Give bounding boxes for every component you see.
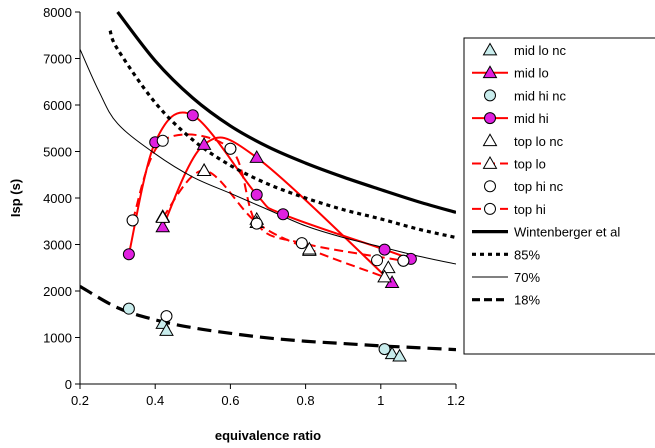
legend-label: 70% [514,270,540,285]
point-mid-hi [250,188,263,201]
point-top-hi [224,142,237,155]
point-top-hi [295,237,308,250]
y-tick-label: 3000 [43,238,72,253]
point-mid-hi [122,248,135,261]
series-line-wintenberger-et-al [116,11,456,214]
series-line-18 [80,284,456,352]
legend-entry-mid-lo: mid lo [472,65,549,81]
legend-label: mid hi nc [514,88,567,103]
legend-label: top lo nc [514,134,564,149]
legend-entry-mid-hi: mid hi [472,111,549,126]
point-mid-lo [249,150,265,163]
point-top-lo [377,269,392,283]
x-tick-label: 0.8 [297,393,315,408]
series-line-mid-lo [161,136,393,284]
point-top-hi [126,214,139,227]
legend-box [463,37,655,355]
legend-entry-18: 18% [472,293,540,308]
legend-entry-wintenberger-et-al: Wintenberger et al [472,225,620,240]
point-mid-lo [196,137,212,150]
x-tick-label: 0.6 [221,393,239,408]
series-line-top-lo [161,169,385,278]
legend-marker [482,155,498,169]
legend-label: 18% [514,293,540,308]
legend-entry-70: 70% [472,270,540,285]
series-line-70 [80,48,456,265]
legend-entry-top-hi: top hi [472,202,546,217]
point-top-lo [155,210,171,223]
point-mid-hi-nc [378,343,391,356]
ticks: 0.2 0.4 0.6 0.8 1 1.2 0 1000 2000 3000 4000 5000 600… [43,5,465,408]
y-tick-label: 4000 [43,191,72,206]
legend-label: mid hi [514,111,549,126]
x-tick-label: 1 [377,393,384,408]
legend-label: top hi nc [514,179,564,194]
legend-entry-top-lo: top lo [472,155,546,172]
legend-label: mid lo nc [514,43,567,58]
point-top-hi-nc [160,310,173,323]
point-top-hi [156,134,169,147]
point-mid-lo-nc [392,348,407,362]
y-tick-label: 1000 [43,331,72,346]
legend: mid lo nc mid lo mid hi nc mid hi top lo nc t… [463,37,655,355]
legend-label: Wintenberger et al [514,225,620,240]
point-top-hi [397,254,410,267]
point-mid-hi [186,109,199,122]
legend-label: top lo [514,157,546,172]
legend-entry-85: 85% [472,247,540,262]
point-mid-hi [277,208,290,221]
legend-marker [484,89,496,102]
legend-entry-mid-lo-nc: mid lo nc [482,42,567,58]
legend-entry-top-lo-nc: top lo nc [482,133,564,149]
legend-marker [482,42,498,56]
point-top-lo [196,163,212,176]
y-tick-label: 6000 [43,98,72,113]
y-tick-label: 7000 [43,52,72,67]
point-top-lo [301,241,317,255]
point-mid-lo-nc [159,323,174,336]
legend-marker [482,133,498,147]
y-tick-label: 2000 [43,284,72,299]
point-mid-lo [155,219,171,233]
y-tick-label: 5000 [43,145,72,160]
point-top-hi [250,217,263,230]
point-top-lo-nc [380,260,396,274]
point-mid-hi-nc [122,302,135,315]
series-markers [122,109,417,362]
legend-marker [484,112,496,125]
series-line-85 [108,30,456,240]
point-mid-hi [378,243,391,256]
x-tick-label: 1.2 [447,393,465,408]
legend-label: top hi [514,202,546,217]
x-tick-label: 0.2 [71,393,89,408]
series-lines [80,11,456,352]
point-top-hi-nc [371,254,384,267]
legend-marker [484,202,496,215]
x-axis-label: equivalence ratio [215,428,321,443]
x-tick-label: 0.4 [146,393,164,408]
legend-marker [482,65,498,79]
y-tick-label: 8000 [43,5,72,20]
y-tick-label: 0 [65,377,72,392]
legend-label: 85% [514,247,540,262]
y-axis-label: Isp (s) [8,179,23,217]
legend-marker [484,180,496,193]
axes [79,12,456,385]
legend-entry-mid-hi-nc: mid hi nc [484,88,567,103]
legend-entry-top-hi-nc: top hi nc [484,179,564,194]
legend-label: mid lo [514,66,549,81]
plot-area [80,11,456,362]
